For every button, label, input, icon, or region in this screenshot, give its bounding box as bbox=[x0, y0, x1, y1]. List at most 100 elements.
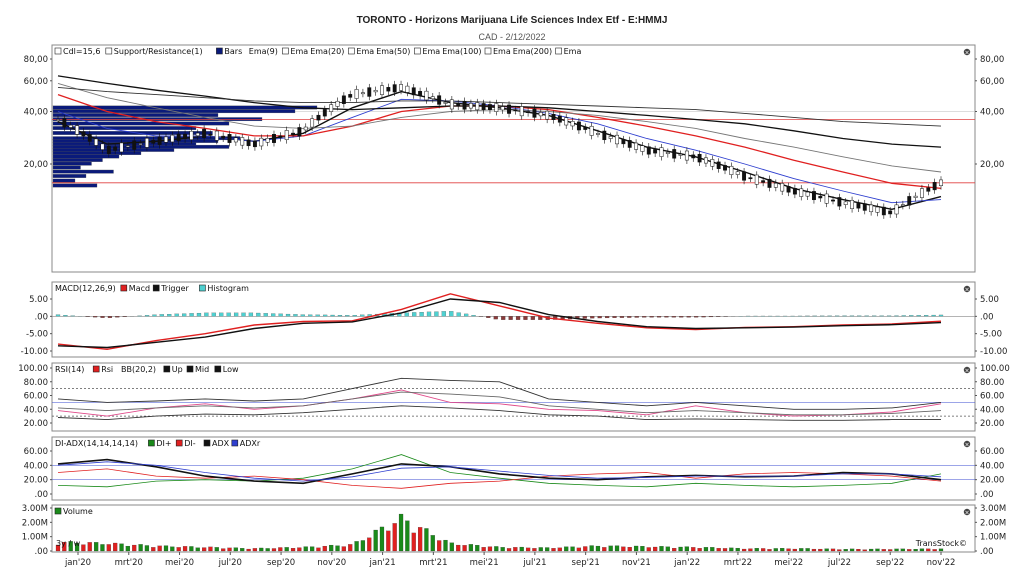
panel-frame-volume bbox=[51, 504, 976, 553]
candle bbox=[843, 201, 848, 205]
panel-close-icon[interactable] bbox=[963, 48, 971, 56]
ema-line bbox=[57, 86, 942, 127]
panel-close-icon[interactable] bbox=[963, 508, 971, 516]
volume-bar bbox=[379, 526, 385, 552]
candle bbox=[468, 103, 473, 109]
macd-histogram-bar bbox=[271, 313, 276, 317]
candle bbox=[665, 151, 670, 154]
candle bbox=[576, 121, 581, 131]
volume-bar bbox=[398, 513, 404, 552]
candle bbox=[189, 130, 194, 140]
candle bbox=[132, 140, 137, 150]
volume-bar bbox=[119, 543, 124, 552]
volume-bar bbox=[221, 548, 226, 552]
candle bbox=[646, 146, 651, 155]
legend-item: Ema(20) bbox=[310, 47, 344, 56]
volume-bar bbox=[417, 527, 423, 552]
macd-histogram-bar bbox=[107, 316, 113, 318]
chart-title: TORONTO - Horizons Marijuana Life Scienc… bbox=[356, 15, 668, 26]
macd-histogram-bar bbox=[894, 315, 899, 317]
x-tick-label: jan'20 bbox=[64, 558, 91, 568]
macd-histogram-bar bbox=[278, 313, 283, 317]
candle bbox=[272, 134, 276, 143]
volume-bar bbox=[182, 546, 188, 552]
candle bbox=[837, 197, 842, 207]
legend-item: Trigger bbox=[160, 284, 189, 293]
y-tick-label-left: .00 bbox=[34, 312, 48, 322]
macd-histogram-bar bbox=[916, 315, 921, 317]
candle bbox=[551, 114, 556, 120]
candle bbox=[138, 143, 143, 145]
candle bbox=[850, 200, 855, 209]
legend-item: Low bbox=[223, 365, 239, 374]
candle bbox=[729, 165, 734, 175]
volume-bar bbox=[138, 544, 143, 552]
candle bbox=[786, 186, 791, 193]
macd-histogram-bar bbox=[137, 315, 142, 317]
candle bbox=[634, 142, 639, 150]
volume-bar bbox=[265, 548, 270, 552]
y-tick-label-left: 20.00 bbox=[24, 419, 48, 429]
volume-bar bbox=[278, 547, 283, 552]
y-tick-label-right: 20,00 bbox=[980, 160, 1004, 170]
macd-histogram-bar bbox=[493, 316, 498, 320]
y-tick-label-right: 1.00M bbox=[980, 533, 1006, 543]
volume-profile-bar bbox=[52, 151, 142, 155]
legend-item: Macd bbox=[129, 284, 150, 293]
volume-bar bbox=[100, 544, 105, 552]
volume-bar bbox=[919, 548, 925, 552]
rsi-line bbox=[57, 389, 942, 417]
legend-item: Cdl=15,6 bbox=[63, 47, 100, 56]
macd-histogram-bar bbox=[597, 316, 602, 319]
volume-bar bbox=[322, 545, 327, 552]
candle bbox=[81, 131, 86, 137]
y-tick-label-right: 40,00 bbox=[980, 108, 1004, 118]
legend-item: Ema(100) bbox=[442, 47, 481, 56]
volume-bar bbox=[144, 545, 150, 552]
x-tick-label: mei'21 bbox=[470, 558, 499, 568]
volume-profile-bar bbox=[52, 183, 98, 188]
macd-histogram-bar bbox=[285, 313, 291, 317]
macd-histogram-bar bbox=[701, 316, 706, 318]
volume-bar bbox=[392, 523, 397, 552]
x-tick-label: sep'21 bbox=[572, 558, 600, 568]
volume-bar bbox=[55, 544, 61, 552]
volume-bar bbox=[532, 548, 537, 552]
legend-item: Support/Resistance(1) bbox=[114, 47, 203, 56]
macd-line bbox=[57, 298, 942, 349]
volume-bar bbox=[246, 548, 251, 552]
candle bbox=[265, 137, 270, 143]
y-tick-label-right: 40.00 bbox=[980, 405, 1004, 415]
y-tick-label-right: 80,00 bbox=[980, 55, 1004, 65]
x-tick-label: mei'22 bbox=[774, 558, 803, 568]
y-tick-label-right: 20.00 bbox=[980, 476, 1004, 486]
volume-bar bbox=[240, 548, 245, 552]
candle bbox=[488, 104, 492, 111]
candle bbox=[202, 128, 207, 139]
candle bbox=[653, 149, 658, 154]
volume-bar bbox=[354, 541, 359, 552]
volume-bar bbox=[214, 547, 219, 552]
candle bbox=[831, 199, 835, 202]
panel-close-icon[interactable] bbox=[963, 366, 971, 374]
legend-item: Rsi bbox=[101, 365, 113, 374]
volume-bar bbox=[348, 544, 353, 552]
macd-histogram-bar bbox=[708, 316, 714, 318]
volume-profile-bar bbox=[52, 158, 103, 162]
macd-histogram-bar bbox=[204, 312, 209, 317]
y-tick-label-right: .00 bbox=[980, 547, 994, 557]
panel-close-icon[interactable] bbox=[963, 285, 971, 293]
candle bbox=[462, 100, 467, 110]
macd-histogram-bar bbox=[93, 316, 98, 318]
candle bbox=[900, 204, 905, 207]
adx-line bbox=[57, 461, 942, 482]
volume-bar bbox=[811, 548, 817, 552]
legend-item: Ema(200) bbox=[513, 47, 552, 56]
macd-histogram-bar bbox=[300, 314, 305, 317]
panel-close-icon[interactable] bbox=[963, 440, 971, 448]
volume-bar bbox=[792, 548, 797, 552]
volume-bar bbox=[297, 547, 302, 552]
candle bbox=[310, 118, 315, 128]
candle bbox=[164, 136, 168, 143]
candle bbox=[532, 108, 537, 118]
